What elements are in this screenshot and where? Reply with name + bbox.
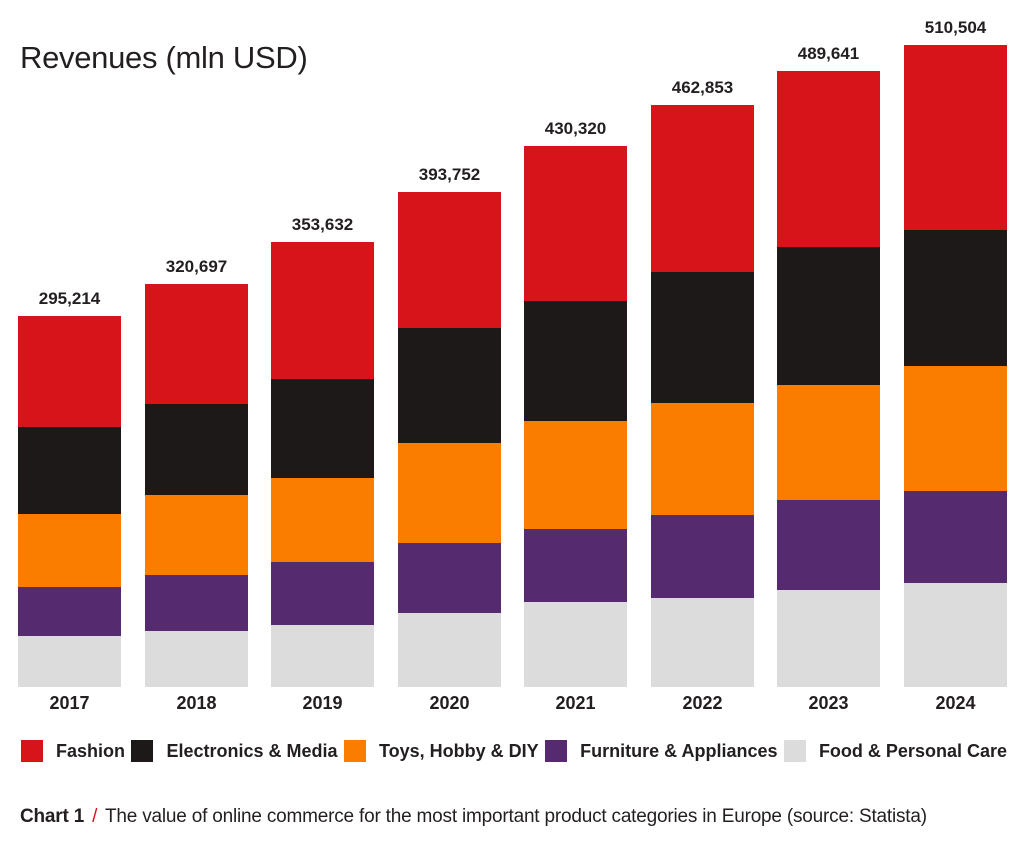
bar-total-label: 462,853 (671, 77, 734, 97)
legend-swatch-icon (783, 740, 806, 762)
bar-total-label: 320,697 (165, 256, 228, 276)
bar-group-2021: 430,320 (524, 119, 627, 687)
bar-segment-fashion (271, 242, 374, 379)
bar-total-label: 393,752 (418, 164, 481, 184)
caption-chart-number: Chart 1 (20, 806, 85, 827)
bar-segment-toys-hobby-diy (524, 421, 627, 530)
bar-segment-fashion (398, 191, 501, 328)
bar-segment-electronics-media (18, 426, 121, 515)
x-axis-year-label: 2022 (682, 693, 723, 713)
caption-text: The value of online commerce for the mos… (105, 806, 927, 827)
bar-segment-furniture-appliances (18, 586, 121, 637)
bar-segment-fashion (18, 315, 121, 427)
caption: Chart 1 / The value of online commerce f… (20, 806, 1010, 828)
legend-swatch-icon (545, 740, 568, 762)
bar-segment-toys-hobby-diy (904, 366, 1007, 492)
legend: Fashion Electronics & Media Toys, Hobby & … (21, 740, 1007, 762)
bar-total-label: 489,641 (797, 44, 860, 64)
bar-group-2020: 393,752 (398, 165, 501, 687)
bar-segment-electronics-media (524, 300, 627, 422)
bar-segment-food-personal-care (145, 631, 248, 687)
bar-segment-toys-hobby-diy (271, 478, 374, 563)
bar-segment-electronics-media (904, 229, 1007, 367)
x-axis: 2017 2018 2019 2020 2021 2022 2023 2024 (18, 693, 1007, 717)
legend-swatch-icon (343, 740, 366, 762)
bar-segment-food-personal-care (524, 602, 627, 687)
bar-segment-fashion (777, 71, 880, 248)
bar-segment-food-personal-care (271, 625, 374, 687)
bar-segment-food-personal-care (904, 582, 1007, 687)
bar-segment-fashion (145, 283, 248, 405)
x-axis-year-label: 2024 (935, 693, 976, 713)
x-axis-year-label: 2021 (555, 693, 596, 713)
legend-item-electronics-media: Electronics & Media (131, 740, 338, 762)
legend-item-fashion: Fashion (21, 740, 125, 762)
legend-label: Food & Personal Care (818, 740, 1007, 761)
bar-total-label: 430,320 (544, 118, 607, 138)
bar-segment-furniture-appliances (651, 515, 754, 598)
bar-group-2024: 510,504 (904, 18, 1007, 687)
legend-label: Toys, Hobby & DIY (378, 740, 539, 761)
x-axis-year-label: 2023 (808, 693, 849, 713)
bar-segment-furniture-appliances (904, 491, 1007, 583)
legend-item-food-personal-care: Food & Personal Care (783, 740, 1007, 762)
chart-title: Revenues (mln USD) (20, 40, 308, 75)
bar-segment-food-personal-care (18, 636, 121, 687)
bar-segment-food-personal-care (777, 590, 880, 687)
bar-group-2019: 353,632 (271, 215, 374, 687)
bar-group-2017: 295,214 (18, 289, 121, 687)
bar-segment-fashion (904, 44, 1007, 230)
bar-total-label: 510,504 (924, 17, 987, 37)
legend-item-furniture-appliances: Furniture & Appliances (545, 740, 777, 762)
bar-total-label: 353,632 (291, 215, 354, 235)
bar-segment-food-personal-care (398, 613, 501, 687)
legend-label: Furniture & Appliances (580, 740, 778, 761)
bar-segment-furniture-appliances (524, 529, 627, 603)
bar-segment-toys-hobby-diy (398, 442, 501, 543)
bar-segment-food-personal-care (651, 598, 754, 687)
bar-segment-furniture-appliances (777, 500, 880, 590)
legend-label: Electronics & Media (166, 740, 338, 761)
bar-segment-furniture-appliances (145, 575, 248, 632)
legend-label: Fashion (56, 740, 126, 761)
bar-segment-furniture-appliances (398, 542, 501, 614)
chart-plot: 295,214 320,697 353,632 393,752 430,320 462,8… (18, 0, 1007, 687)
legend-swatch-icon (21, 740, 43, 762)
bar-segment-toys-hobby-diy (777, 385, 880, 501)
bar-segment-toys-hobby-diy (18, 514, 121, 587)
x-axis-year-label: 2020 (429, 693, 470, 713)
bar-segment-fashion (651, 104, 754, 272)
bar-segment-electronics-media (145, 404, 248, 495)
bar-segment-furniture-appliances (271, 562, 374, 626)
x-axis-year-label: 2019 (302, 693, 343, 713)
bar-segment-electronics-media (777, 247, 880, 386)
legend-item-toys-hobby-diy: Toys, Hobby & DIY (343, 740, 539, 762)
bar-segment-electronics-media (651, 271, 754, 403)
x-axis-year-label: 2017 (49, 693, 90, 713)
bar-segment-electronics-media (271, 378, 374, 479)
bar-segment-toys-hobby-diy (145, 494, 248, 576)
caption-slash-icon: / (92, 806, 98, 827)
bar-group-2018: 320,697 (145, 257, 248, 687)
bar-group-2022: 462,853 (651, 78, 754, 687)
bar-segment-toys-hobby-diy (651, 402, 754, 515)
bar-group-2023: 489,641 (777, 44, 880, 687)
bar-segment-electronics-media (398, 327, 501, 443)
bar-segment-fashion (524, 145, 627, 301)
x-axis-year-label: 2018 (176, 693, 217, 713)
bar-total-label: 295,214 (38, 288, 101, 308)
legend-swatch-icon (131, 740, 154, 762)
